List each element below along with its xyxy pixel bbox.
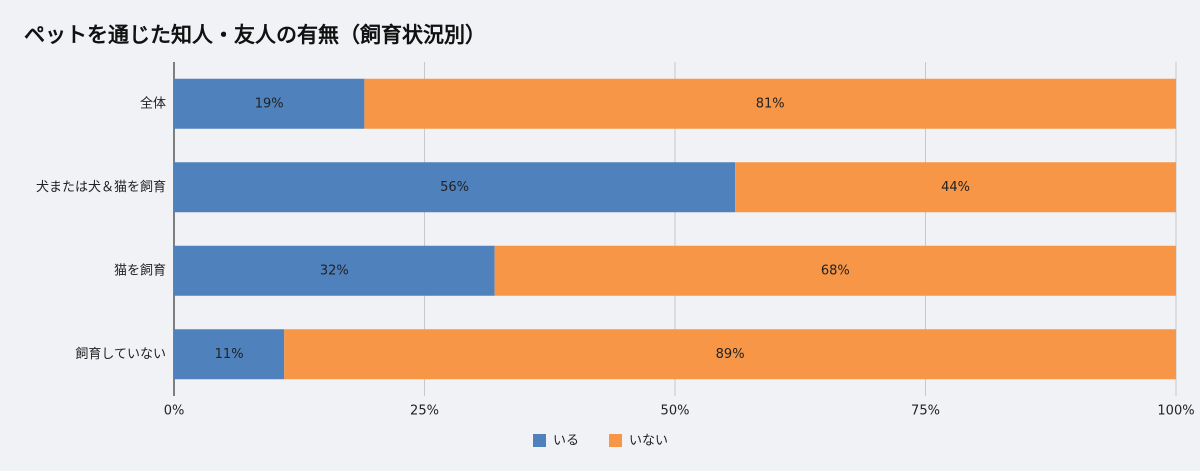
y-tick-label: 犬または犬＆猫を飼育 <box>36 179 166 195</box>
x-tick-label: 75% <box>911 404 940 419</box>
bar-segment <box>174 245 495 296</box>
bar-segment <box>174 329 285 380</box>
bar-segment <box>174 162 736 213</box>
x-tick-label: 25% <box>410 404 439 419</box>
legend-label: いない <box>629 434 668 449</box>
legend-label: いる <box>553 434 579 449</box>
bar-segment <box>174 78 365 129</box>
y-tick-label: 飼育していない <box>75 346 166 362</box>
legend-swatch <box>609 434 623 447</box>
value-label: 32% <box>320 263 349 278</box>
value-label: 68% <box>821 263 850 278</box>
value-label: 81% <box>756 96 785 111</box>
y-tick-label: 全体 <box>140 95 166 111</box>
value-label: 89% <box>716 347 745 362</box>
bar-segment <box>735 162 1176 213</box>
bar-segment <box>494 245 1176 296</box>
value-label: 11% <box>215 347 244 362</box>
bar-segment <box>284 329 1177 380</box>
x-tick-label: 50% <box>661 404 690 419</box>
value-label: 19% <box>255 96 284 111</box>
x-tick-label: 0% <box>164 404 185 419</box>
x-tick-label: 100% <box>1157 404 1194 419</box>
y-tick-label: 猫を飼育 <box>114 262 166 278</box>
value-label: 44% <box>941 180 970 195</box>
bar-segment <box>364 78 1176 129</box>
legend-swatch <box>533 434 546 447</box>
chart-title: ペットを通じた知人・友人の有無（飼育状況別） <box>24 23 486 47</box>
value-label: 56% <box>440 180 469 195</box>
